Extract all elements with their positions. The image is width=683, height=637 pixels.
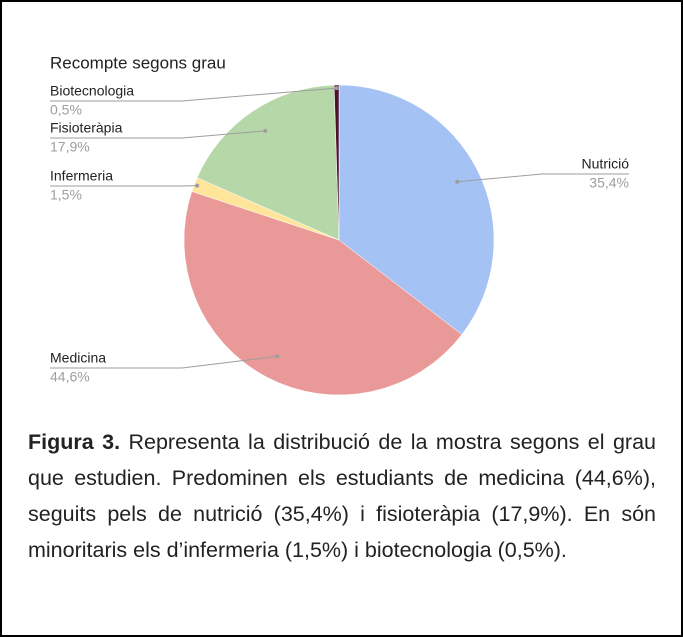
leader-dot [195, 183, 200, 188]
chart-title: Recompte segons grau [50, 53, 226, 72]
slice-label: Fisioteràpia [50, 120, 123, 136]
slice-value-label: 35,4% [589, 175, 629, 191]
chart: Recompte segons grau Nutrició 35,4% Medici… [50, 53, 630, 396]
pie-slice [333, 84, 340, 241]
pie-slice [183, 191, 463, 396]
slice-value-label: 44,6% [50, 369, 90, 385]
leader-line [50, 87, 337, 102]
slice-value-label: 0,5% [50, 102, 82, 118]
caption-text: Representa la distribució de la mostra s… [28, 430, 656, 562]
leader-line [457, 173, 629, 183]
leader-line [50, 355, 278, 369]
caption: Figura 3. Representa la distribució de l… [28, 424, 656, 568]
slice-label: Biotecnologia [50, 83, 134, 99]
slice-label: Nutrició [582, 156, 630, 172]
leader-dot [334, 86, 339, 91]
pie-slice [338, 84, 495, 335]
pie-slice [196, 84, 340, 241]
leader-dot [263, 128, 268, 133]
slice-value-label: 17,9% [50, 139, 90, 155]
slice-label: Infermeria [50, 168, 113, 184]
caption-label: Figura 3. [28, 430, 121, 454]
slice-label: Medicina [50, 350, 106, 366]
leader-line [50, 130, 266, 139]
leader-dot [275, 354, 280, 359]
leader-dot [455, 179, 460, 184]
slice-value-label: 1,5% [50, 187, 82, 203]
